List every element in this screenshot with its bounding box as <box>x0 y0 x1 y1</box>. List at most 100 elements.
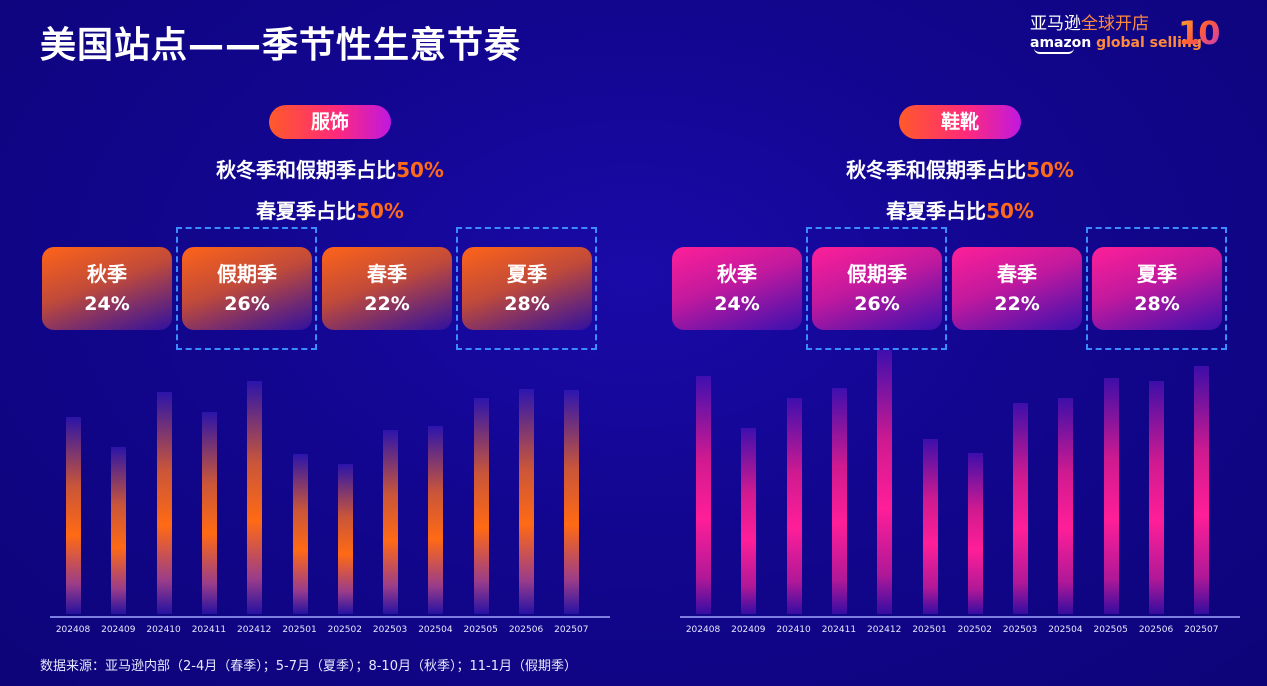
season-card: 秋季 24% <box>42 247 172 330</box>
stat-label: 春夏季占比 <box>256 199 357 223</box>
season-name: 秋季 <box>87 262 127 286</box>
bar <box>337 464 353 614</box>
amazon-global-selling-logo: 亚马逊全球开店 amazon global selling <box>1030 14 1202 54</box>
x-tick-label: 202412 <box>867 625 902 635</box>
bar <box>831 388 847 614</box>
bar <box>1013 403 1029 614</box>
x-tick-label: 202411 <box>821 625 857 635</box>
season-name: 春季 <box>997 262 1037 286</box>
x-tick-label: 202506 <box>1138 625 1174 635</box>
data-source-note: 数据来源：亚马逊内部（2-4月（春季）；5-7月（夏季）；8-10月（秋季）；1… <box>40 659 577 674</box>
logo-en-white: amazon <box>1030 35 1092 51</box>
spring-summer-share: 春夏季占比50% <box>660 195 1260 224</box>
x-tick-label: 202506 <box>508 625 544 635</box>
season-name: 秋季 <box>717 262 757 286</box>
page-title: 美国站点——季节性生意节奏 <box>40 25 522 66</box>
bar <box>201 412 217 614</box>
x-tick-label: 202507 <box>1184 625 1219 635</box>
amazon-smile-icon <box>1034 48 1074 54</box>
season-name: 春季 <box>367 262 407 286</box>
x-axis-line <box>680 616 1240 618</box>
bar <box>519 389 534 614</box>
x-tick-label: 202504 <box>418 625 453 635</box>
x-tick-label: 202504 <box>1048 625 1083 635</box>
bar <box>292 454 308 614</box>
bar <box>111 447 127 614</box>
x-tick-label: 202502 <box>957 625 992 635</box>
season-percent: 26% <box>224 293 270 315</box>
footwear-panel: 鞋靴 秋冬季和假期季占比50% 春夏季占比50% 秋季 24% 假期季 26% … <box>660 100 1260 645</box>
bar <box>967 453 983 614</box>
season-name: 假期季 <box>217 262 277 286</box>
season-card: 假期季 26% <box>812 247 942 330</box>
x-tick-label: 202408 <box>55 625 91 635</box>
bar <box>1058 398 1074 614</box>
season-card: 春季 22% <box>952 247 1082 330</box>
bar <box>428 426 444 614</box>
season-card: 春季 22% <box>322 247 452 330</box>
bar <box>1194 366 1210 614</box>
x-axis-line <box>50 616 610 618</box>
season-name: 假期季 <box>847 262 907 286</box>
x-tick-label: 202505 <box>463 625 498 635</box>
season-percent: 24% <box>84 293 130 315</box>
stat-label: 秋冬季和假期季占比 <box>846 158 1027 182</box>
bar <box>922 439 938 614</box>
season-name: 夏季 <box>1137 262 1177 286</box>
x-tick-label: 202411 <box>191 625 227 635</box>
bar <box>696 376 711 614</box>
x-tick-label: 202409 <box>101 625 136 635</box>
season-percent: 28% <box>1134 293 1180 315</box>
x-tick-label: 202408 <box>685 625 721 635</box>
logo-cn-orange: 全球开店 <box>1081 14 1149 34</box>
bar <box>741 428 757 614</box>
bar <box>786 398 802 614</box>
bar <box>473 398 489 614</box>
season-cards: 秋季 24% 假期季 26% 春季 22% 夏季 28% <box>672 227 1232 350</box>
bar <box>383 430 399 614</box>
apparel-panel: 服饰 秋冬季和假期季占比50% 春夏季占比50% 秋季 24% 假期季 26% … <box>30 100 630 645</box>
category-pill: 鞋靴 <box>899 105 1021 139</box>
season-name: 夏季 <box>507 262 547 286</box>
spring-summer-share: 春夏季占比50% <box>30 195 630 224</box>
season-percent: 24% <box>714 293 760 315</box>
bar <box>1149 381 1164 614</box>
season-percent: 22% <box>994 293 1040 315</box>
x-tick-label: 202503 <box>1002 625 1038 635</box>
bar <box>66 417 81 614</box>
autumn-winter-holiday-share: 秋冬季和假期季占比50% <box>30 154 630 183</box>
logo-cn-white: 亚马逊 <box>1030 14 1081 34</box>
stat-value: 50% <box>356 199 404 223</box>
season-cards: 秋季 24% 假期季 26% 春季 22% 夏季 28% <box>42 227 602 350</box>
season-card: 秋季 24% <box>672 247 802 330</box>
x-tick-label: 202412 <box>237 625 272 635</box>
bar <box>156 392 172 614</box>
x-tick-label: 202503 <box>372 625 408 635</box>
x-tick-label: 202410 <box>776 625 811 635</box>
autumn-winter-holiday-share: 秋冬季和假期季占比50% <box>660 154 1260 183</box>
season-percent: 22% <box>364 293 410 315</box>
x-tick-label: 202502 <box>327 625 362 635</box>
x-tick-label: 202505 <box>1093 625 1128 635</box>
season-card: 假期季 26% <box>182 247 312 330</box>
season-percent: 26% <box>854 293 900 315</box>
monthly-bar-chart: 202408 202409 202410 202411 202412 202501 2025… <box>30 350 630 640</box>
monthly-bar-chart: 202408 202409 202410 202411 202412 202501 2025… <box>660 350 1260 640</box>
logo-en-orange: global selling <box>1096 35 1202 51</box>
stat-label: 秋冬季和假期季占比 <box>216 158 397 182</box>
season-card: 夏季 28% <box>1092 247 1222 330</box>
bar <box>564 390 580 614</box>
season-percent: 28% <box>504 293 550 315</box>
stat-value: 50% <box>986 199 1034 223</box>
stat-label: 春夏季占比 <box>886 199 987 223</box>
stat-value: 50% <box>396 158 444 182</box>
x-tick-label: 202501 <box>912 625 947 635</box>
x-tick-label: 202410 <box>146 625 181 635</box>
bar <box>1103 378 1119 614</box>
season-card: 夏季 28% <box>462 247 592 330</box>
x-tick-label: 202409 <box>731 625 766 635</box>
x-tick-label: 202501 <box>282 625 317 635</box>
anniversary-10-badge-icon: 10 <box>1178 14 1221 52</box>
stat-value: 50% <box>1026 158 1074 182</box>
bar <box>247 381 263 614</box>
